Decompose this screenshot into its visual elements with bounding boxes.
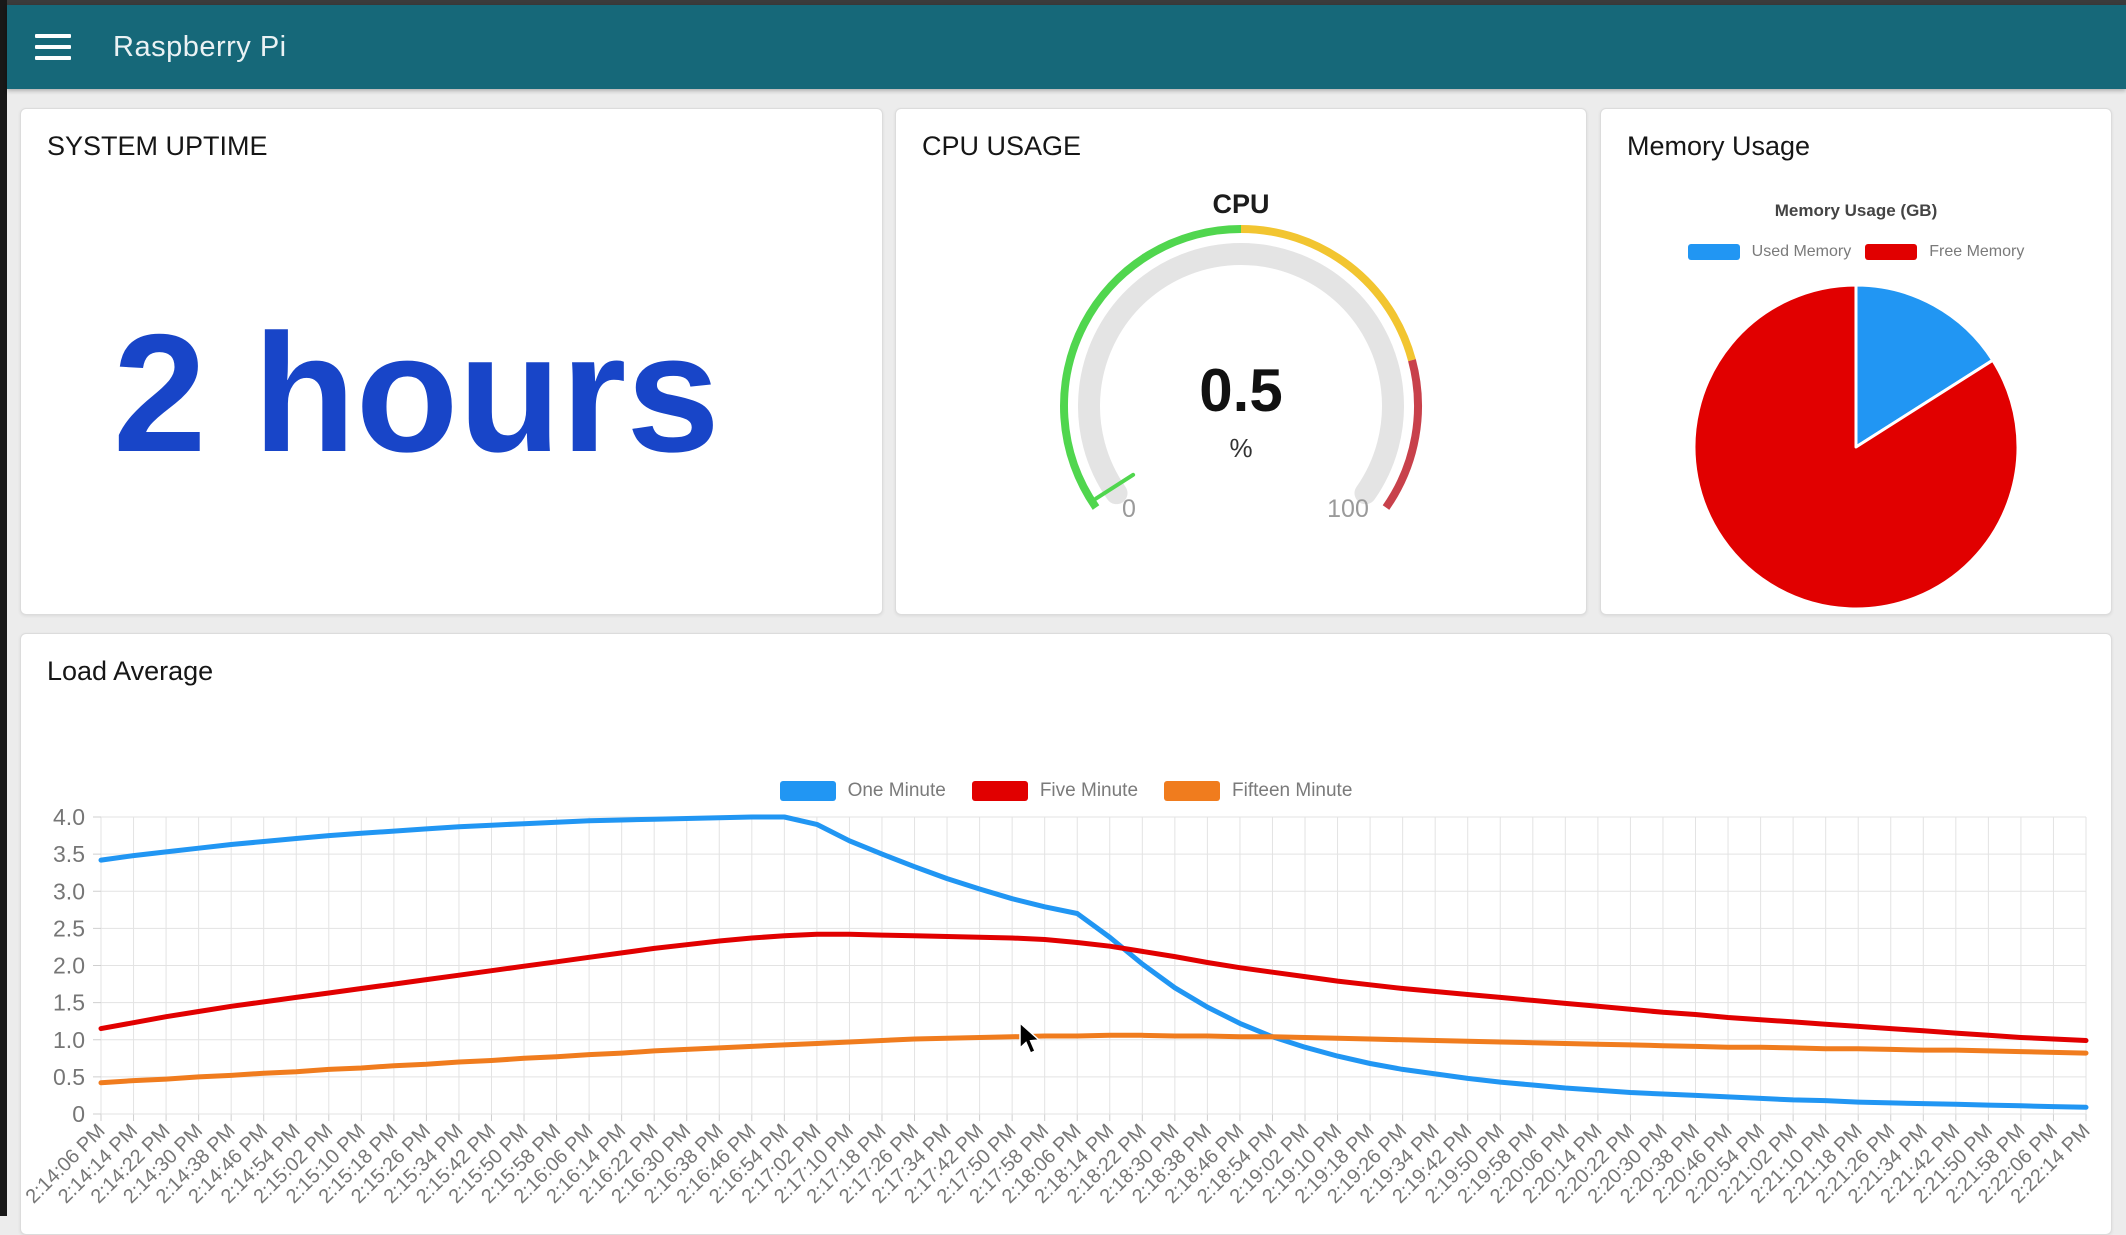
card-title: CPU USAGE — [922, 131, 1082, 161]
pie-legend: Used Memory Free Memory — [1601, 243, 2111, 261]
y-tick-label: 0 — [72, 1101, 85, 1127]
app-title: Raspberry Pi — [113, 30, 287, 63]
gauge-zone — [1240, 225, 1416, 362]
legend-swatch — [971, 781, 1028, 801]
gauge-zone — [1060, 225, 1242, 510]
series-line — [98, 814, 2089, 1110]
legend-label: One Minute — [847, 780, 946, 801]
card-title: SYSTEM UPTIME — [47, 131, 268, 161]
y-tick-label: 4.0 — [53, 804, 85, 830]
gauge-track — [1078, 243, 1404, 505]
system-uptime-card: SYSTEM UPTIME 2 hours — [20, 108, 883, 615]
card-title: Load Average — [47, 656, 214, 686]
series-line — [98, 931, 2089, 1043]
y-tick-label: 0.5 — [53, 1064, 85, 1090]
memory-pie-chart[interactable]: Memory Usage (GB) Used Memory Free Memory — [1601, 109, 2111, 614]
legend-item[interactable]: One Minute — [779, 780, 946, 802]
y-tick-label: 3.5 — [53, 841, 85, 867]
cpu-gauge-chart[interactable]: CPU 0.5% 0 100 — [896, 109, 1586, 614]
y-tick-label: 1.0 — [53, 1027, 85, 1053]
legend-item[interactable]: Fifteen Minute — [1164, 780, 1352, 802]
menu-hamburger-icon[interactable] — [35, 32, 71, 62]
y-tick-label: 3.0 — [53, 878, 85, 904]
legend-item[interactable]: Five Minute — [971, 780, 1139, 802]
pie-svg — [1692, 283, 2020, 611]
y-tick-label: 2.0 — [53, 953, 85, 979]
gauge-zone — [1382, 359, 1422, 510]
uptime-value: 2 hours — [113, 299, 720, 487]
legend-swatch — [1865, 244, 1918, 260]
legend-label: Five Minute — [1039, 780, 1139, 801]
legend-label: Fifteen Minute — [1232, 780, 1353, 801]
load-legend: One Minute Five Minute Fifteen Minute — [21, 780, 2111, 802]
legend-label: Used Memory — [1751, 243, 1852, 260]
legend-item[interactable]: Used Memory — [1687, 243, 1852, 261]
legend-label: Free Memory — [1929, 243, 2025, 260]
gauge-title: CPU — [1212, 189, 1269, 219]
navbar: Raspberry Pi — [7, 5, 2126, 89]
legend-swatch — [1164, 781, 1221, 801]
gauge-needle — [1094, 472, 1136, 501]
window-top-edge — [0, 0, 2126, 5]
window-left-edge — [0, 0, 7, 1216]
y-tick-label: 2.5 — [53, 915, 85, 941]
legend-item[interactable]: Free Memory — [1865, 243, 2024, 261]
pie-chart-title: Memory Usage (GB) — [1774, 201, 1938, 220]
series-line — [98, 1032, 2089, 1086]
gauge-unit: % — [1229, 433, 1252, 463]
pie-slice — [1854, 283, 1995, 449]
legend-swatch — [1687, 244, 1740, 260]
gauge-svg: CPU 0.5% 0 100 — [1060, 189, 1422, 523]
load-average-chart[interactable]: One Minute Five Minute Fifteen Minute 2:14:… — [21, 634, 2111, 1234]
legend-swatch — [779, 781, 836, 801]
card-title: Memory Usage — [1627, 131, 1811, 161]
pie-slice — [1692, 283, 2020, 611]
gauge-max-label: 100 — [1327, 495, 1369, 523]
load-average-card: Load Average One Minute Five Minute Fiftee… — [20, 633, 2112, 1235]
mouse-cursor — [1019, 1022, 1041, 1054]
y-tick-label: 1.5 — [53, 990, 85, 1016]
cpu-usage-card: CPU USAGE CPU 0.5% 0 100 — [895, 108, 1587, 615]
memory-usage-card: Memory Usage Memory Usage (GB) Used Memor… — [1600, 108, 2112, 615]
gauge-value: 0.5 — [1199, 357, 1282, 424]
gauge-min-label: 0 — [1122, 495, 1136, 523]
line-svg: 2:14:06 PM2:14:14 PM2:14:22 PM2:14:30 PM… — [22, 804, 2095, 1208]
